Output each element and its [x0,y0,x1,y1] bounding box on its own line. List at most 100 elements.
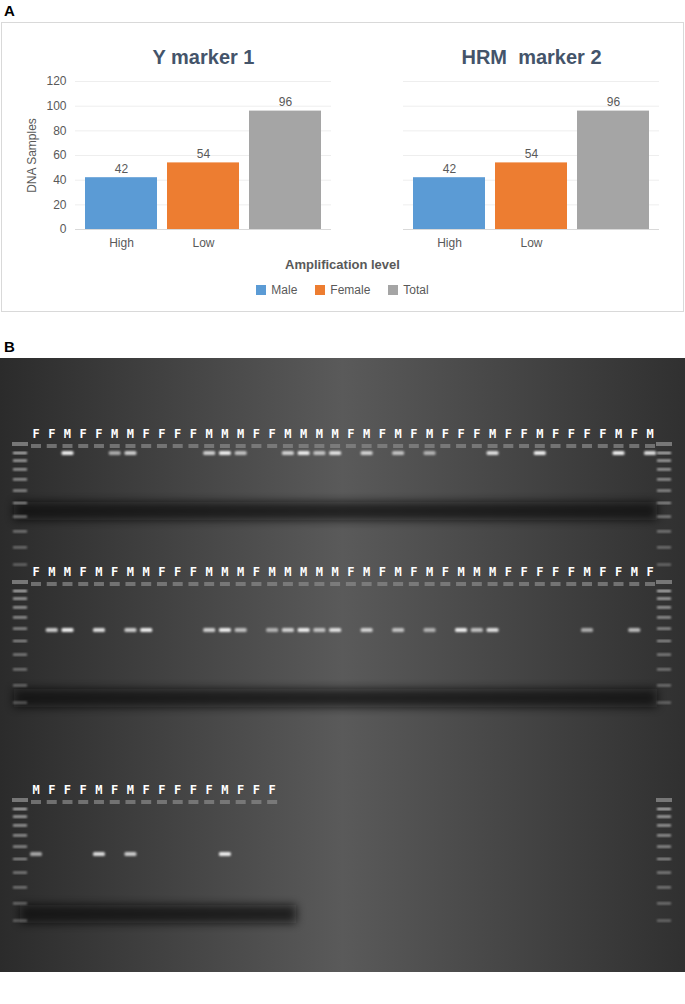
svg-text:42: 42 [443,162,457,176]
svg-text:M: M [48,565,55,579]
svg-text:M: M [316,565,323,579]
svg-text:100: 100 [46,99,66,113]
svg-text:F: F [646,565,653,579]
svg-text:Low: Low [520,236,542,250]
svg-text:M: M [237,565,244,579]
svg-text:F: F [111,565,118,579]
svg-text:F: F [536,565,543,579]
svg-text:80: 80 [53,124,67,138]
svg-text:M: M [32,783,39,797]
svg-text:M: M [300,565,307,579]
svg-text:M: M [583,565,590,579]
svg-text:F: F [80,565,87,579]
svg-text:M: M [316,427,323,441]
svg-text:M: M [426,565,433,579]
svg-text:F: F [237,783,244,797]
svg-text:F: F [80,427,87,441]
svg-text:M: M [473,565,480,579]
svg-text:F: F [174,565,181,579]
svg-text:M: M [95,783,102,797]
svg-text:F: F [552,427,559,441]
svg-text:F: F [80,783,87,797]
svg-text:F: F [190,427,197,441]
svg-text:96: 96 [607,95,621,109]
svg-text:F: F [442,427,449,441]
svg-text:High: High [437,236,462,250]
svg-text:M: M [221,565,228,579]
svg-text:F: F [552,565,559,579]
svg-text:M: M [127,427,134,441]
svg-text:F: F [599,427,606,441]
svg-text:F: F [347,427,354,441]
svg-text:M: M [332,427,339,441]
svg-text:F: F [269,783,276,797]
svg-text:F: F [174,427,181,441]
svg-text:F: F [190,783,197,797]
svg-text:M: M [269,565,276,579]
svg-text:54: 54 [197,147,211,161]
svg-text:M: M [284,427,291,441]
svg-text:F: F [253,427,260,441]
svg-text:M: M [536,427,543,441]
svg-text:F: F [32,565,39,579]
svg-text:F: F [143,783,150,797]
svg-text:Low: Low [192,236,214,250]
svg-text:F: F [48,427,55,441]
svg-text:M: M [363,565,370,579]
svg-text:F: F [253,783,260,797]
svg-text:M: M [111,427,118,441]
svg-text:0: 0 [60,222,67,236]
svg-text:M: M [615,427,622,441]
svg-text:F: F [473,427,480,441]
svg-text:F: F [583,427,590,441]
svg-text:F: F [206,783,213,797]
svg-text:F: F [568,565,575,579]
svg-text:F: F [347,565,354,579]
svg-text:F: F [269,427,276,441]
svg-text:F: F [505,427,512,441]
svg-text:M: M [95,565,102,579]
svg-text:54: 54 [525,147,539,161]
svg-text:F: F [48,783,55,797]
svg-text:F: F [95,427,102,441]
svg-text:F: F [599,565,606,579]
svg-text:F: F [615,565,622,579]
svg-text:M: M [332,565,339,579]
svg-text:M: M [300,427,307,441]
svg-text:M: M [221,783,228,797]
svg-text:Y marker 1: Y marker 1 [153,46,255,68]
svg-text:F: F [457,427,464,441]
svg-text:F: F [158,427,165,441]
svg-text:F: F [520,565,527,579]
svg-text:F: F [253,565,260,579]
svg-text:M: M [489,427,496,441]
svg-text:F: F [631,427,638,441]
svg-text:M: M [363,427,370,441]
svg-text:42: 42 [115,162,129,176]
svg-text:M: M [394,565,401,579]
svg-text:F: F [520,427,527,441]
svg-text:M: M [64,565,71,579]
svg-text:F: F [158,783,165,797]
svg-text:F: F [111,783,118,797]
svg-text:F: F [32,427,39,441]
svg-text:F: F [379,427,386,441]
svg-text:M: M [646,427,653,441]
svg-text:M: M [426,427,433,441]
svg-text:120: 120 [46,74,66,88]
svg-text:M: M [206,565,213,579]
svg-text:F: F [410,427,417,441]
svg-text:M: M [631,565,638,579]
svg-text:F: F [158,565,165,579]
svg-text:F: F [190,565,197,579]
svg-text:M: M [489,565,496,579]
svg-text:20: 20 [53,198,67,212]
svg-text:M: M [127,783,134,797]
svg-text:96: 96 [279,95,293,109]
svg-text:F: F [143,427,150,441]
svg-text:M: M [143,565,150,579]
svg-text:60: 60 [53,148,67,162]
svg-text:M: M [206,427,213,441]
svg-text:M: M [64,427,71,441]
svg-text:HRM marker 2: HRM marker 2 [461,46,601,68]
